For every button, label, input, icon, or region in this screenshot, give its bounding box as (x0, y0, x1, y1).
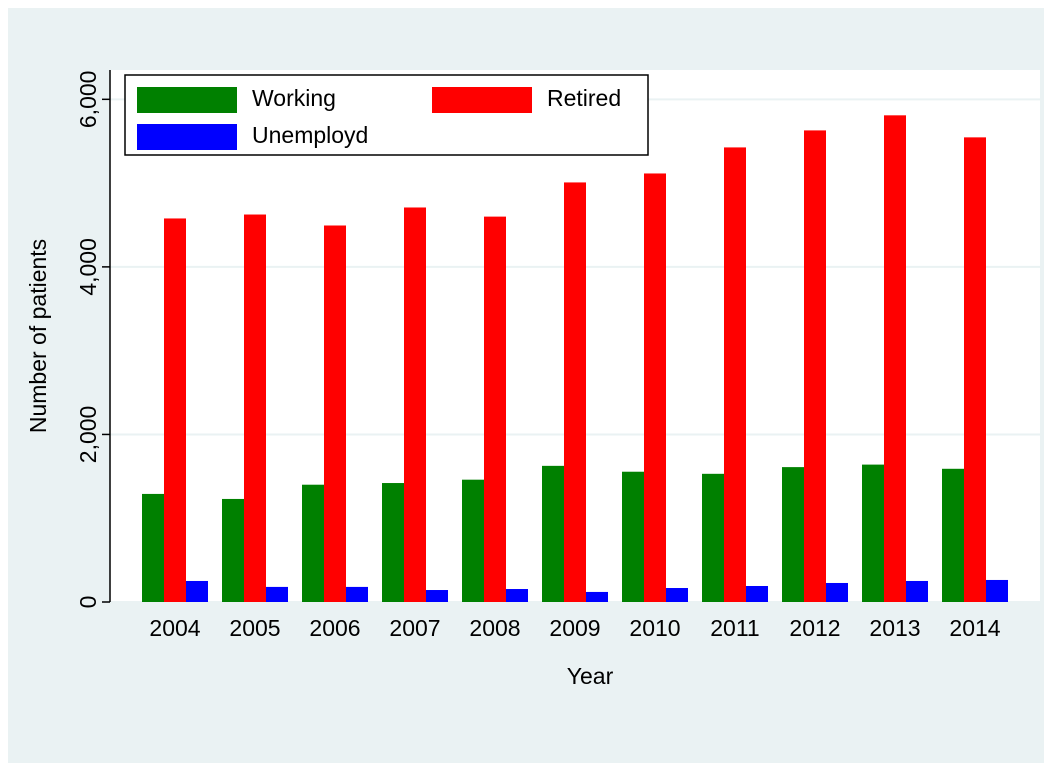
y-tick-label: 4,000 (75, 238, 101, 296)
bar (746, 585, 768, 602)
bar (462, 479, 484, 602)
bar (884, 115, 906, 603)
bar (804, 130, 826, 603)
bar (302, 484, 324, 602)
x-tick-label: 2013 (869, 615, 920, 641)
bar (222, 498, 244, 602)
legend-swatch (432, 87, 532, 113)
legend-swatch (137, 87, 237, 113)
legend-swatch (137, 124, 237, 150)
bar (244, 214, 266, 602)
bar (324, 225, 346, 602)
bar (404, 207, 426, 602)
y-tick-label: 0 (75, 596, 101, 609)
bar (644, 173, 666, 602)
bar (622, 471, 644, 602)
bar (484, 216, 506, 602)
bar (702, 473, 724, 602)
bar (382, 483, 404, 602)
x-tick-label: 2010 (629, 615, 680, 641)
x-tick-label: 2009 (549, 615, 600, 641)
bar (666, 588, 688, 602)
x-tick-label: 2012 (789, 615, 840, 641)
bar (782, 467, 804, 602)
bar (942, 468, 964, 602)
x-tick-label: 2007 (389, 615, 440, 641)
x-tick-label: 2014 (949, 615, 1000, 641)
bar (964, 137, 986, 602)
bar (426, 590, 448, 602)
bar (724, 147, 746, 602)
x-tick-label: 2006 (309, 615, 360, 641)
x-tick-label: 2011 (710, 615, 759, 641)
bar (906, 580, 928, 602)
legend-label: Working (252, 85, 336, 111)
y-tick-label: 2,000 (75, 406, 101, 464)
y-axis-title: Number of patients (25, 239, 51, 433)
bar (186, 580, 208, 602)
bar (506, 589, 528, 602)
bar (862, 464, 884, 602)
y-tick-label: 6,000 (75, 71, 101, 129)
bar (826, 582, 848, 602)
bar (564, 182, 586, 602)
bar (142, 493, 164, 602)
x-tick-label: 2005 (229, 615, 280, 641)
bar (164, 218, 186, 602)
legend-label: Retired (547, 85, 621, 111)
x-tick-label: 2008 (469, 615, 520, 641)
legend-label: Unemployd (252, 122, 368, 148)
bar (346, 586, 368, 602)
bar (986, 579, 1008, 602)
bar (542, 465, 564, 602)
x-tick-label: 2004 (149, 615, 200, 641)
bar (266, 586, 288, 602)
x-axis-title: Year (567, 663, 614, 689)
bar (586, 591, 608, 602)
